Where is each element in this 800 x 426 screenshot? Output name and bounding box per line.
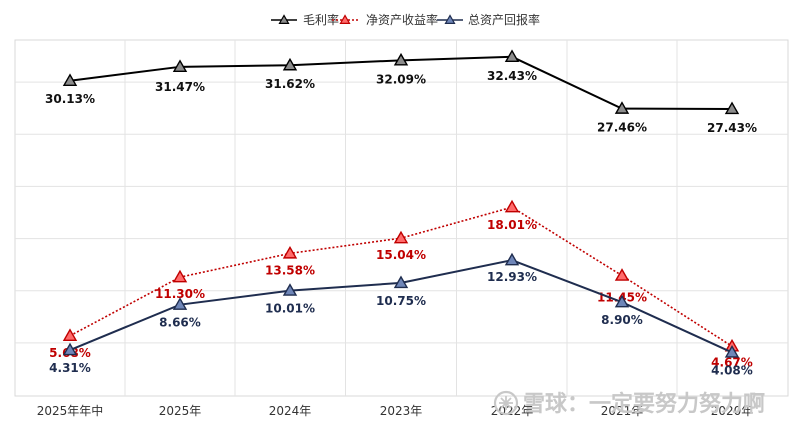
data-point-marker — [393, 230, 409, 244]
legend-item: 总资产回报率 — [437, 12, 540, 27]
series-3: 4.31% 8.66% 10.01% 10.75% 12.93% 8.90% 4.08% — [49, 252, 753, 377]
data-point-marker — [504, 252, 520, 266]
data-point-marker — [614, 294, 630, 308]
data-point-marker — [724, 345, 740, 358]
data-label: 4.67% — [711, 355, 753, 369]
legend-item: 毛利率 — [271, 12, 339, 27]
legend-label: 净资产收益率 — [366, 12, 438, 27]
data-point-marker — [282, 283, 298, 296]
data-label: 15.04% — [376, 248, 426, 262]
data-point-marker — [172, 297, 188, 310]
data-label: 10.75% — [376, 294, 426, 308]
data-label: 27.46% — [597, 121, 647, 135]
data-point-marker — [504, 199, 520, 213]
data-label: 13.58% — [265, 263, 315, 277]
data-point-marker — [172, 59, 188, 73]
legend-marker — [444, 14, 456, 24]
data-label: 12.93% — [487, 270, 537, 284]
data-label: 8.66% — [159, 316, 201, 330]
legend-label: 总资产回报率 — [468, 12, 540, 27]
plot-frame — [14, 39, 789, 397]
data-label: 31.62% — [265, 77, 315, 91]
data-label: 32.09% — [376, 72, 426, 86]
snowball-logo-icon — [493, 390, 519, 416]
legend: 毛利率 净资产收益率 总资产回报率 — [271, 12, 540, 27]
data-point-marker — [282, 245, 298, 259]
data-label: 30.13% — [45, 92, 95, 106]
data-point-marker — [62, 342, 78, 356]
data-label: 4.31% — [49, 361, 91, 375]
data-point-marker — [172, 269, 188, 283]
x-tick-label: 2025年 — [159, 404, 202, 418]
data-label: 4.08% — [711, 363, 753, 377]
x-tick-label: 2024年 — [269, 404, 312, 418]
data-point-marker — [724, 101, 740, 115]
data-point-marker — [393, 52, 409, 66]
data-point-marker — [62, 73, 78, 86]
x-tick-label: 2020年 — [711, 404, 754, 418]
x-tick-label: 2025年年中 — [37, 403, 104, 418]
data-point-marker — [282, 57, 298, 71]
data-point-marker — [393, 275, 409, 289]
x-tick-label: 2023年 — [380, 404, 423, 418]
watermark: 雪球：一定要努力努力啊 — [493, 390, 765, 417]
legend-label: 毛利率 — [303, 12, 339, 27]
data-point-marker — [62, 328, 78, 341]
series-1: 30.13% 31.47% 31.62% 32.09% 32.43% 27.46% 27.4… — [45, 49, 757, 135]
series-2: 5.68%11.30%13.58%15.04%18.01%11.45%4.67% — [49, 199, 753, 369]
data-label: 18.01% — [487, 218, 537, 232]
data-point-marker — [614, 101, 630, 114]
data-point-marker — [504, 49, 520, 63]
watermark-text: 雪球：一定要努力努力啊 — [523, 391, 765, 417]
legend-item: 净资产收益率 — [332, 12, 438, 27]
data-point-marker — [614, 268, 630, 281]
x-tick-label: 2021年 — [601, 404, 644, 418]
horizontal-gridlines — [15, 81, 788, 344]
vertical-gridlines — [124, 40, 678, 396]
legend-marker — [339, 14, 351, 24]
data-label: 31.47% — [155, 80, 205, 94]
data-label: 10.01% — [265, 302, 315, 316]
data-label: 27.43% — [707, 121, 757, 135]
data-label: 32.43% — [487, 69, 537, 83]
data-label: 8.90% — [601, 313, 643, 327]
data-label: 11.30% — [155, 287, 205, 301]
legend-marker — [278, 14, 290, 24]
